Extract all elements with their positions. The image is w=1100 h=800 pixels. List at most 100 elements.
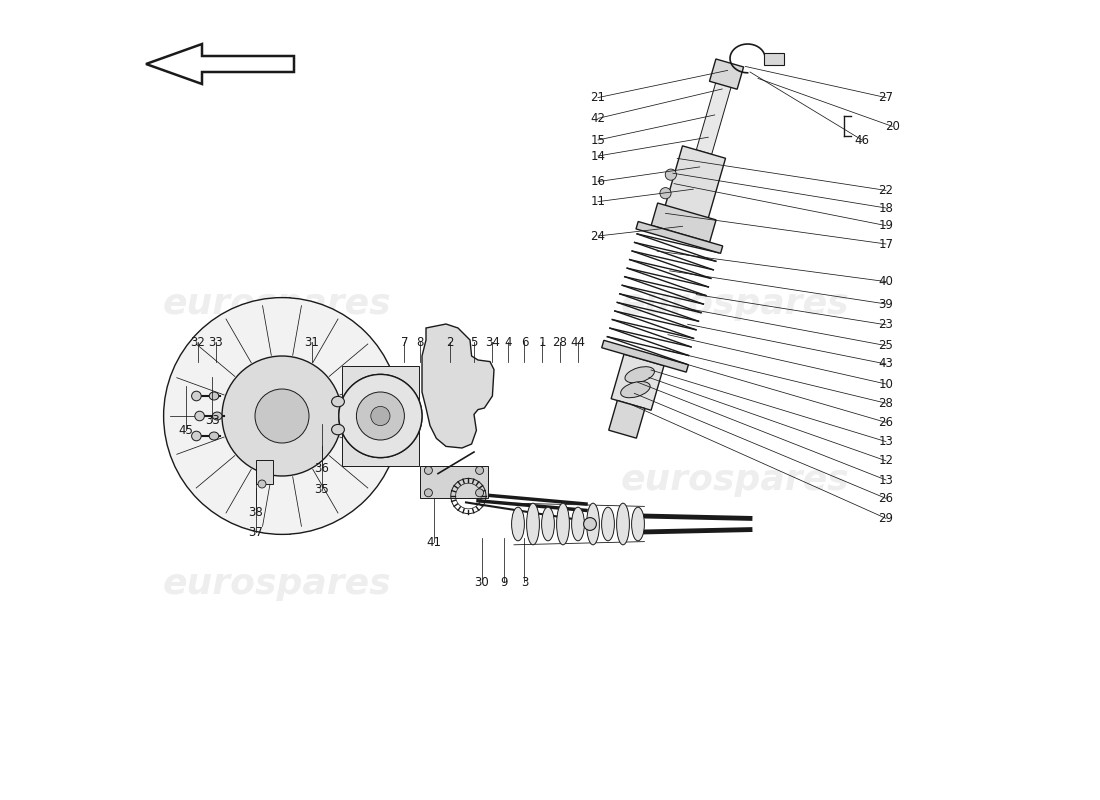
FancyBboxPatch shape [420,466,488,498]
Text: 40: 40 [879,275,893,288]
Circle shape [164,298,400,534]
Ellipse shape [631,507,645,541]
Text: 28: 28 [552,336,567,349]
Text: 2: 2 [447,336,453,349]
Circle shape [339,374,422,458]
Text: 39: 39 [879,298,893,310]
FancyBboxPatch shape [763,53,783,65]
Circle shape [191,391,201,401]
Text: 32: 32 [190,336,206,349]
Text: 7: 7 [400,336,408,349]
Ellipse shape [602,507,615,541]
Ellipse shape [209,392,219,400]
Text: 3: 3 [520,576,528,589]
Ellipse shape [282,298,298,534]
Polygon shape [663,146,726,225]
Polygon shape [422,324,494,448]
Polygon shape [696,68,735,154]
Ellipse shape [209,432,219,440]
Text: 30: 30 [474,576,490,589]
Text: eurospares: eurospares [163,567,392,601]
Text: 43: 43 [879,358,893,370]
Polygon shape [602,340,689,372]
Circle shape [339,374,422,458]
Circle shape [660,188,671,199]
Text: 29: 29 [879,512,893,525]
Text: 4: 4 [505,336,513,349]
Text: 46: 46 [855,134,869,146]
Text: 26: 26 [879,492,893,505]
Text: 38: 38 [249,506,263,518]
Circle shape [371,406,390,426]
Ellipse shape [331,424,344,434]
Polygon shape [710,59,744,90]
Ellipse shape [620,382,650,398]
Circle shape [255,389,309,443]
Circle shape [222,356,342,476]
Polygon shape [612,354,664,410]
FancyBboxPatch shape [342,366,419,466]
Text: 26: 26 [879,416,893,429]
Circle shape [356,392,405,440]
Ellipse shape [512,507,525,541]
Ellipse shape [212,412,222,420]
Polygon shape [146,44,294,84]
Text: 28: 28 [879,397,893,410]
Text: eurospares: eurospares [620,463,849,497]
Polygon shape [651,203,716,242]
Circle shape [258,480,266,488]
Circle shape [195,411,205,421]
Circle shape [425,489,432,497]
Text: eurospares: eurospares [620,287,849,321]
Text: 42: 42 [591,112,605,125]
Text: 18: 18 [879,202,893,214]
Text: 19: 19 [879,219,893,232]
Text: 33: 33 [205,414,220,427]
Circle shape [191,431,201,441]
Text: 14: 14 [591,150,605,162]
Text: 36: 36 [315,462,329,474]
Text: 15: 15 [591,134,605,146]
Text: 37: 37 [249,526,263,538]
Text: 25: 25 [879,339,893,352]
Text: 1: 1 [538,336,546,349]
Ellipse shape [331,397,344,406]
Ellipse shape [527,503,539,545]
Text: 6: 6 [520,336,528,349]
Text: 20: 20 [886,120,900,133]
Text: 23: 23 [879,318,893,331]
Text: 11: 11 [591,195,605,208]
Text: eurospares: eurospares [163,287,392,321]
Text: 44: 44 [571,336,585,349]
FancyBboxPatch shape [255,460,273,484]
Polygon shape [636,222,723,254]
Ellipse shape [557,503,570,545]
Ellipse shape [617,503,629,545]
Text: 22: 22 [879,184,893,197]
Text: 17: 17 [879,238,893,250]
Ellipse shape [541,507,554,541]
Text: 34: 34 [485,336,499,349]
Text: 13: 13 [879,474,893,486]
Ellipse shape [586,503,600,545]
Text: 24: 24 [591,230,605,242]
Text: 13: 13 [879,435,893,448]
Text: 33: 33 [208,336,223,349]
Text: 21: 21 [591,91,605,104]
Text: 45: 45 [178,424,194,437]
Text: 9: 9 [499,576,507,589]
Text: 5: 5 [471,336,477,349]
Text: 16: 16 [591,175,605,188]
Circle shape [584,518,596,530]
Text: 41: 41 [427,536,441,549]
Text: 12: 12 [879,454,893,467]
Text: 31: 31 [305,336,319,349]
Circle shape [475,489,484,497]
Text: 8: 8 [417,336,425,349]
Text: 27: 27 [879,91,893,104]
Text: 10: 10 [879,378,893,390]
Circle shape [425,466,432,474]
Polygon shape [608,401,645,438]
Text: 35: 35 [315,483,329,496]
Ellipse shape [572,507,584,541]
